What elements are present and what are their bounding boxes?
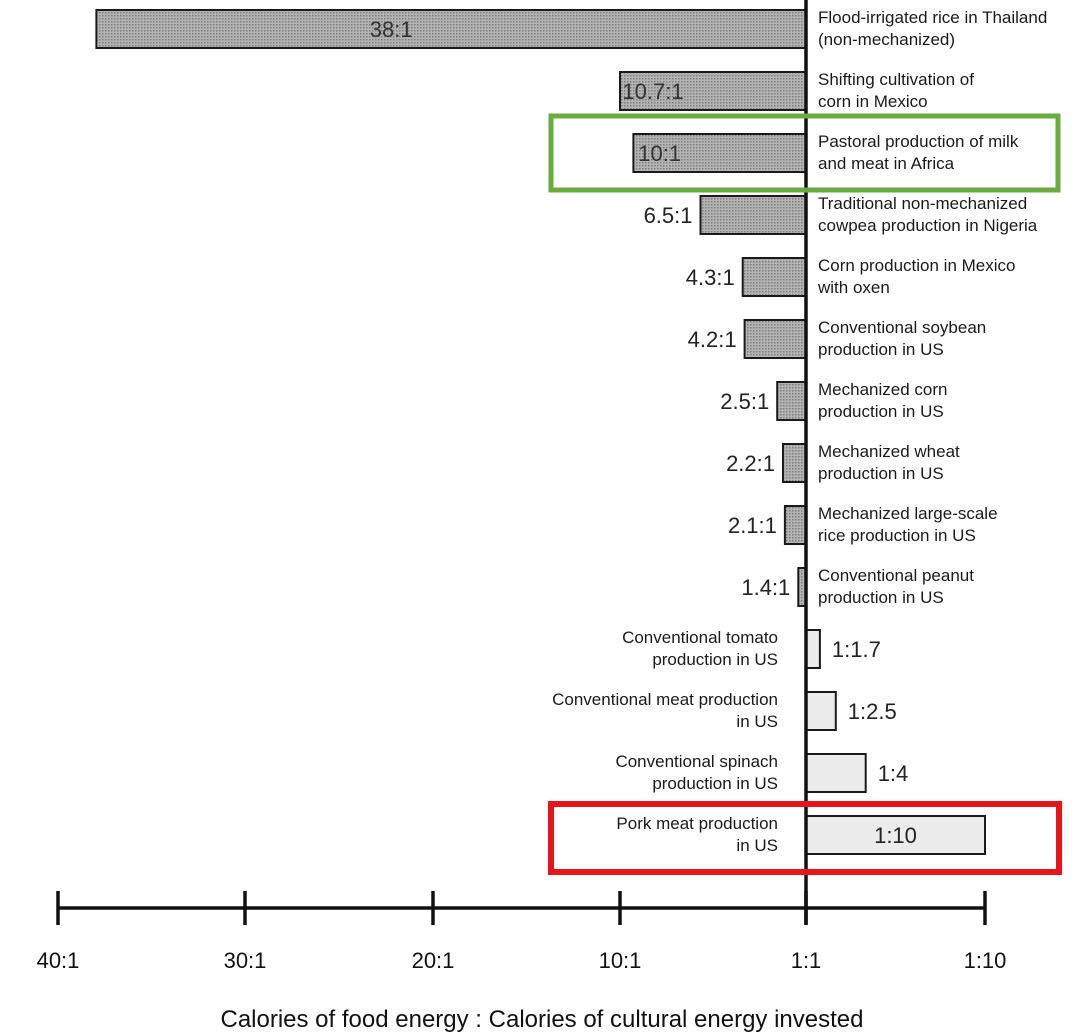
bar-0 xyxy=(95,9,807,49)
bar-12 xyxy=(805,753,867,793)
x-axis-title: Calories of food energy : Calories of cu… xyxy=(220,1006,863,1033)
x-tick-label-1: 30:1 xyxy=(224,948,267,973)
category-label-line: with oxen xyxy=(817,278,890,297)
category-label-line: production in US xyxy=(818,588,944,607)
category-label-line: Pork meat production xyxy=(616,814,778,833)
category-label-11: Conventional meat production in US xyxy=(552,690,778,731)
bar-10 xyxy=(805,629,821,669)
category-label-line: Corn production in Mexico xyxy=(818,256,1015,275)
category-label-10: Conventional tomato production in US xyxy=(622,628,778,669)
category-label-2: Pastoral production of milk and meat in A… xyxy=(818,132,1019,173)
category-label-line: Conventional peanut xyxy=(818,566,974,585)
bar-value-label-7: 2.2:1 xyxy=(726,451,775,476)
category-label-line: Conventional tomato xyxy=(622,628,778,647)
x-tick-label-2: 20:1 xyxy=(412,948,455,973)
bar-3 xyxy=(699,195,807,235)
category-label-line: corn in Mexico xyxy=(818,92,928,111)
bar-4 xyxy=(741,257,808,297)
category-label-line: Conventional soybean xyxy=(818,318,986,337)
bar-value-label-9: 1.4:1 xyxy=(741,575,790,600)
category-label-line: Conventional spinach xyxy=(615,752,778,771)
category-label-line: Traditional non-mechanized xyxy=(818,194,1027,213)
category-label-line: production in US xyxy=(652,650,778,669)
category-label-line: Shifting cultivation of xyxy=(818,70,974,89)
category-label-line: (non-mechanized) xyxy=(818,30,955,49)
category-label-line: Conventional meat production xyxy=(552,690,778,709)
category-label-line: rice production in US xyxy=(818,526,976,545)
category-label-line: Pastoral production of milk xyxy=(818,132,1019,151)
x-tick-label-5: 1:10 xyxy=(964,948,1007,973)
category-label-line: Mechanized wheat xyxy=(818,442,960,461)
category-label-line: production in US xyxy=(818,464,944,483)
category-label-line: cowpea production in Nigeria xyxy=(818,216,1038,235)
category-label-0: Flood-irrigated rice in Thailand (non-mec… xyxy=(818,8,1047,49)
bar-value-label-13: 1:10 xyxy=(874,823,917,848)
bar-5 xyxy=(743,319,807,359)
category-label-line: and meat in Africa xyxy=(818,154,955,173)
category-label-line: Flood-irrigated rice in Thailand xyxy=(818,8,1047,27)
category-label-line: Mechanized large-scale xyxy=(818,504,998,523)
category-label-line: production in US xyxy=(818,340,944,359)
category-label-line: production in US xyxy=(818,402,944,421)
bar-value-label-3: 6.5:1 xyxy=(644,203,693,228)
category-label-line: in US xyxy=(736,836,778,855)
bar-value-label-8: 2.1:1 xyxy=(728,513,777,538)
bar-value-label-0: 38:1 xyxy=(370,17,413,42)
category-label-9: Conventional peanut production in US xyxy=(818,566,974,607)
category-label-13: Pork meat production in US xyxy=(616,814,778,855)
highlight-box-red xyxy=(548,801,1062,875)
bar-value-label-2: 10:1 xyxy=(638,141,681,166)
x-axis: 40:1 30:1 20:1 10:1 1:1 1:10 xyxy=(37,0,1007,973)
category-label-line: Mechanized corn xyxy=(818,380,947,399)
x-tick-label-3: 10:1 xyxy=(599,948,642,973)
bar-8 xyxy=(783,505,808,545)
category-label-6: Mechanized corn production in US xyxy=(818,380,947,421)
bar-value-label-4: 4.3:1 xyxy=(686,265,735,290)
bar-7 xyxy=(782,443,807,483)
category-label-3: Traditional non-mechanized cowpea product… xyxy=(818,194,1038,235)
category-label-4: Corn production in Mexico with oxen xyxy=(817,256,1015,297)
bar-value-label-1: 10.7:1 xyxy=(622,79,683,104)
category-label-7: Mechanized wheat production in US xyxy=(818,442,960,483)
category-label-5: Conventional soybean production in US xyxy=(818,318,986,359)
category-label-1: Shifting cultivation of corn in Mexico xyxy=(818,70,974,111)
category-label-12: Conventional spinach production in US xyxy=(615,752,778,793)
bars-layer: 38:1 10.7:1 10:1 6.5:1 4.3:1 4.2:1 2.5:1 2.2:1 2… xyxy=(95,9,986,855)
bar-value-label-12: 1:4 xyxy=(878,761,909,786)
highlight-layer xyxy=(548,113,1062,875)
bar-11 xyxy=(805,691,837,731)
x-tick-label-0: 40:1 xyxy=(37,948,80,973)
x-tick-label-4: 1:1 xyxy=(791,948,822,973)
bar-value-label-11: 1:2.5 xyxy=(848,699,897,724)
category-label-line: production in US xyxy=(652,774,778,793)
bar-value-label-6: 2.5:1 xyxy=(720,389,769,414)
category-label-8: Mechanized large-scale rice production in… xyxy=(818,504,998,545)
bar-6 xyxy=(776,381,808,421)
category-labels-layer: Flood-irrigated rice in Thailand (non-mec… xyxy=(552,8,1047,855)
bar-1 xyxy=(619,71,807,111)
category-label-line: in US xyxy=(736,712,778,731)
highlight-box-green xyxy=(548,113,1061,193)
bar-value-label-5: 4.2:1 xyxy=(688,327,737,352)
bar-value-label-10: 1:1.7 xyxy=(832,637,881,662)
